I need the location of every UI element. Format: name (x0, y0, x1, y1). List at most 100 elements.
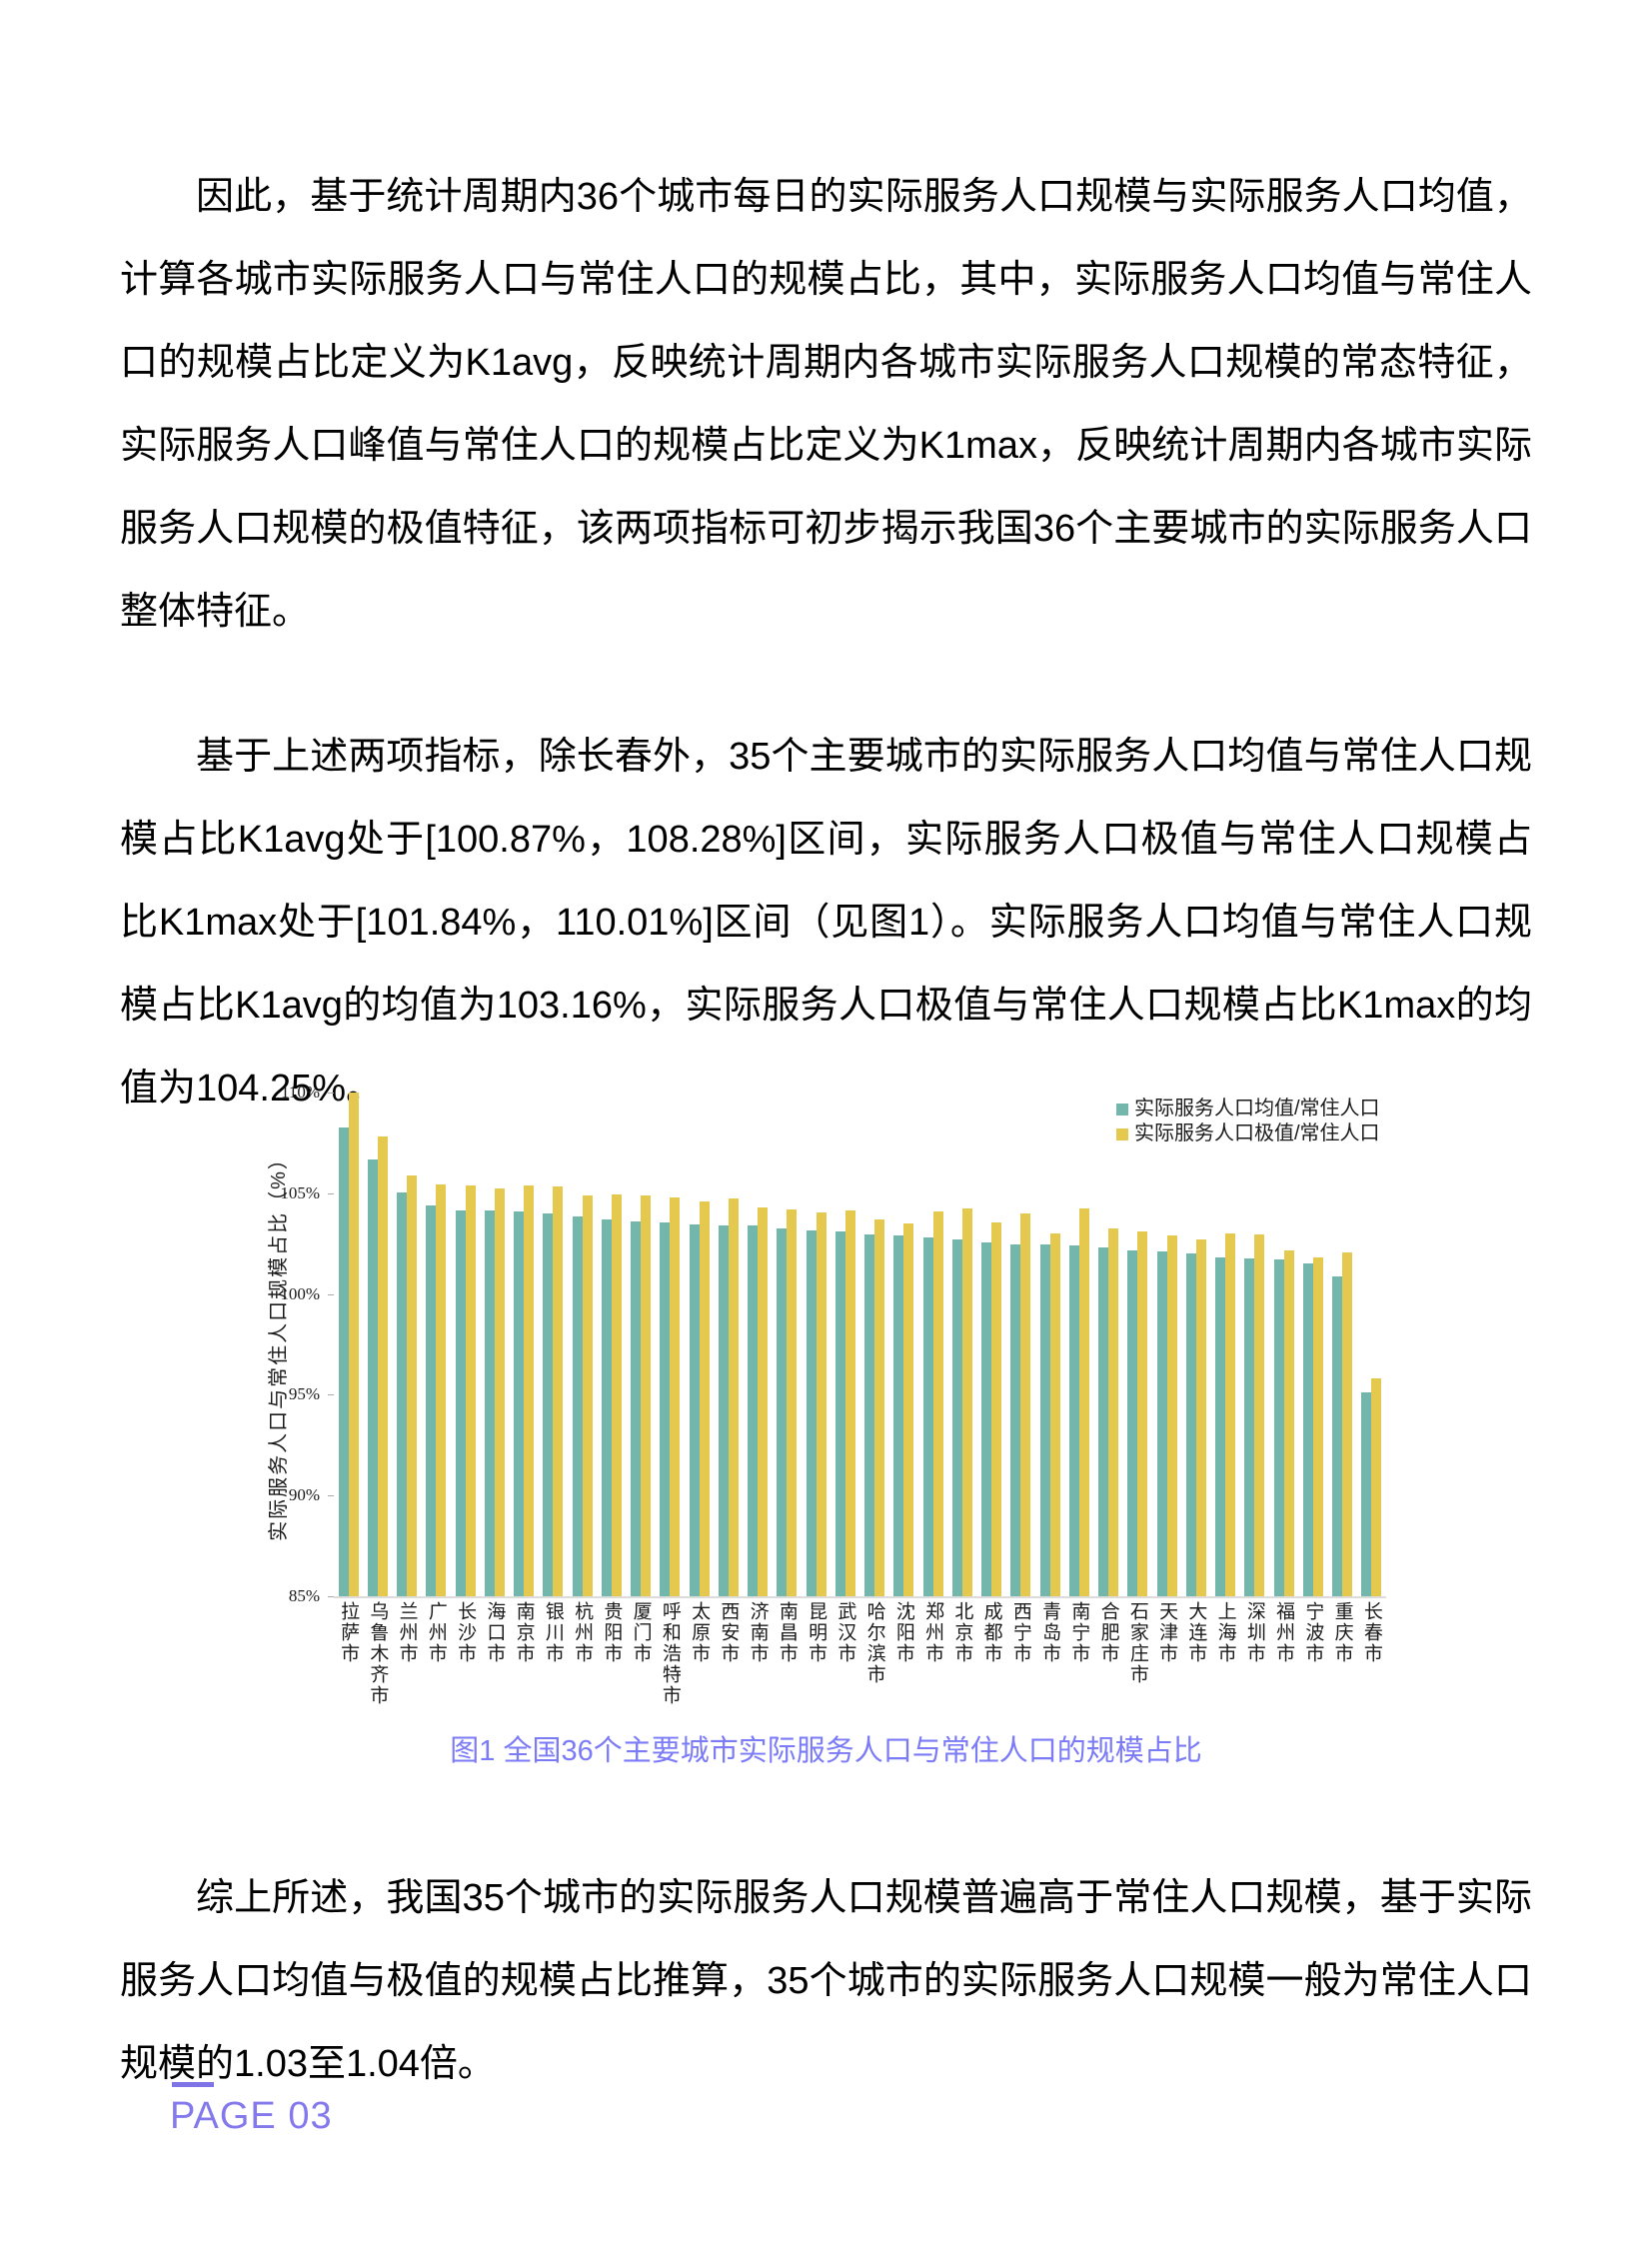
bar (1166, 1235, 1177, 1596)
bar (397, 1191, 408, 1596)
legend-swatch-icon (1116, 1127, 1128, 1140)
x-label-slot: 拉萨市 (334, 1601, 363, 1736)
bar (484, 1209, 495, 1596)
x-axis-label: 乌鲁木齐市 (367, 1601, 389, 1706)
bar (777, 1228, 788, 1596)
x-label-slot: 合肥市 (1094, 1601, 1123, 1736)
paragraph-1: 因此，基于统计周期内36个城市每日的实际服务人口规模与实际服务人口均值，计算各城… (120, 176, 1532, 633)
x-axis-label: 福州市 (1273, 1601, 1295, 1664)
x-label-slot: 沈阳市 (889, 1601, 918, 1736)
x-label-slot: 大连市 (1181, 1601, 1210, 1736)
page-number: PAGE 03 (170, 2095, 333, 2137)
x-axis-label: 上海市 (1214, 1601, 1236, 1664)
bar-group (947, 1093, 976, 1596)
bar-group (830, 1093, 859, 1596)
bar-group (393, 1093, 422, 1596)
bar-group (1094, 1093, 1123, 1596)
bar (611, 1193, 622, 1596)
bar-group (714, 1093, 743, 1596)
footer-accent-line (172, 2082, 214, 2087)
bar-group (977, 1093, 1006, 1596)
y-tick-mark (328, 1192, 334, 1194)
bar (407, 1174, 418, 1596)
bar (348, 1092, 359, 1596)
bar (991, 1222, 1002, 1596)
x-axis-label: 兰州市 (396, 1601, 418, 1664)
bar-group (1298, 1093, 1327, 1596)
bar (572, 1215, 583, 1596)
bar (436, 1183, 447, 1596)
bar-group (1240, 1093, 1269, 1596)
x-label-slot: 宁波市 (1298, 1601, 1327, 1736)
y-tick-mark (328, 1394, 334, 1396)
x-label-slot: 太原市 (685, 1601, 714, 1736)
bar (1049, 1233, 1060, 1596)
bar (1371, 1378, 1382, 1596)
x-axis-label: 拉萨市 (338, 1601, 360, 1664)
bar (660, 1222, 671, 1596)
x-axis-label: 哈尔滨市 (863, 1601, 885, 1685)
x-axis-label: 武汉市 (834, 1601, 856, 1664)
bar (1342, 1252, 1353, 1596)
x-label-slot: 哈尔滨市 (860, 1601, 889, 1736)
bar-group (1211, 1093, 1240, 1596)
x-axis-label: 南京市 (513, 1601, 535, 1664)
bar-group (685, 1093, 714, 1596)
bar-group (1181, 1093, 1210, 1596)
bar (1185, 1253, 1196, 1596)
x-label-slot: 杭州市 (568, 1601, 597, 1736)
bar-group (1006, 1093, 1035, 1596)
x-axis-label: 天津市 (1156, 1601, 1178, 1664)
plot-area (334, 1092, 1386, 1598)
x-label-slot: 厦门市 (627, 1601, 656, 1736)
x-label-slot: 海口市 (480, 1601, 509, 1736)
bar (1156, 1251, 1167, 1596)
bar (601, 1219, 612, 1596)
x-label-slot: 南宁市 (1064, 1601, 1093, 1736)
bar (748, 1225, 759, 1596)
bar (367, 1158, 378, 1596)
bar (1283, 1250, 1294, 1596)
bar-group (510, 1093, 539, 1596)
bar (806, 1230, 817, 1596)
x-axis-label: 太原市 (689, 1601, 711, 1664)
bar (543, 1212, 554, 1596)
bar (494, 1187, 505, 1596)
bar (961, 1207, 972, 1596)
bar (338, 1126, 349, 1596)
y-tick-label: 90% (288, 1485, 320, 1505)
x-label-slot: 郑州市 (918, 1601, 947, 1736)
y-tick-mark (328, 1495, 334, 1497)
x-axis-label: 大连市 (1185, 1601, 1207, 1664)
bar (1244, 1258, 1255, 1596)
x-label-slot: 广州市 (422, 1601, 451, 1736)
x-axis-label: 石家庄市 (1126, 1601, 1148, 1685)
bar (514, 1210, 525, 1596)
x-axis-label: 成都市 (980, 1601, 1002, 1664)
bar-group (1357, 1093, 1386, 1596)
x-label-slot: 西安市 (714, 1601, 743, 1736)
x-axis-label: 青岛市 (1039, 1601, 1061, 1664)
bar-group (422, 1093, 451, 1596)
figure-caption: 图1 全国36个主要城市实际服务人口与常住人口的规模占比 (450, 1735, 1202, 1767)
bar-group (744, 1093, 773, 1596)
bar (1302, 1263, 1313, 1596)
bar (1098, 1247, 1109, 1596)
x-labels: 拉萨市 乌鲁木齐市 兰州市 广州市 长沙市 海口市 南京市 银川市 杭州市 贵阳市 厦门市 呼和浩特市… (334, 1601, 1386, 1736)
legend-item: 实际服务人口极值/常住人口 (1116, 1123, 1380, 1144)
bar (1020, 1212, 1031, 1596)
bar-group (539, 1093, 568, 1596)
y-axis: 110% 105% 100% 95% 90% 85% (0, 1083, 334, 1605)
bar (787, 1208, 798, 1596)
y-tick-label: 105% (280, 1182, 320, 1202)
y-tick-label: 110% (280, 1083, 320, 1102)
bar-group (1064, 1093, 1093, 1596)
bar-group (480, 1093, 509, 1596)
bar (426, 1204, 437, 1596)
x-axis-label: 昆明市 (806, 1601, 827, 1664)
bar (1361, 1392, 1372, 1596)
bar (553, 1185, 564, 1596)
x-axis-label: 海口市 (484, 1601, 506, 1664)
x-axis-label: 银川市 (542, 1601, 564, 1664)
